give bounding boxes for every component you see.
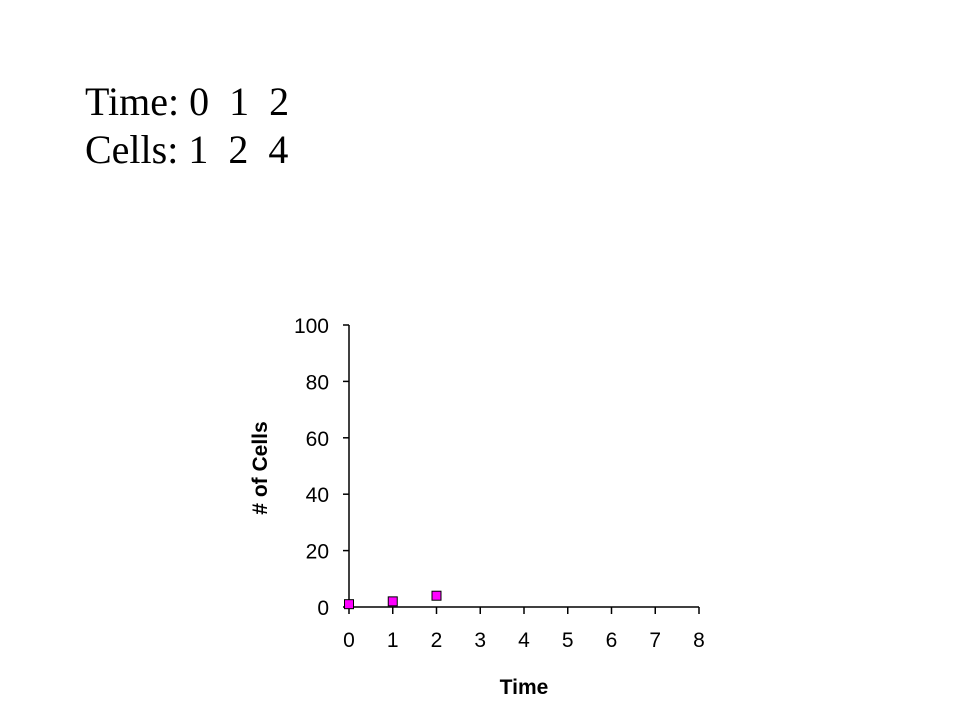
time-value: 1 [229, 79, 250, 124]
x-axis: 0 1 2 3 4 5 6 7 8 [343, 606, 705, 652]
data-series [344, 590, 442, 610]
x-axis-label: Time [500, 676, 549, 699]
time-value: 2 [269, 79, 290, 124]
x-tick-label: 5 [562, 629, 574, 652]
x-tick-label: 6 [606, 629, 618, 652]
x-tick-label: 7 [649, 629, 661, 652]
time-value: 0 [189, 79, 210, 124]
y-tick-label: 20 [306, 541, 329, 564]
time-label: Time: [85, 79, 180, 124]
x-tick-label: 2 [431, 629, 443, 652]
data-point [344, 599, 354, 610]
y-axis: 0 20 40 60 80 100 [294, 315, 350, 620]
y-tick-label: 80 [306, 371, 329, 394]
data-point [387, 596, 398, 607]
cells-value: 2 [228, 127, 249, 172]
cells-value: 4 [268, 127, 289, 172]
data-point [431, 590, 442, 601]
y-axis-label: # of Cells [249, 421, 272, 514]
data-summary: Time: 0 1 2 Cells: 1 2 4 [85, 78, 289, 174]
x-tick-label: 8 [693, 629, 705, 652]
y-tick-label: 60 [306, 428, 329, 451]
cells-row: Cells: 1 2 4 [85, 126, 289, 174]
cells-label: Cells: [85, 127, 179, 172]
x-tick-label: 1 [387, 629, 399, 652]
x-tick-label: 3 [474, 629, 486, 652]
y-tick-label: 100 [294, 315, 329, 338]
x-tick-label: 4 [518, 629, 530, 652]
time-row: Time: 0 1 2 [85, 78, 289, 126]
y-tick-label: 40 [306, 484, 329, 507]
x-tick-label: 0 [343, 629, 355, 652]
y-tick-label: 0 [317, 597, 329, 620]
cells-value: 1 [188, 127, 209, 172]
